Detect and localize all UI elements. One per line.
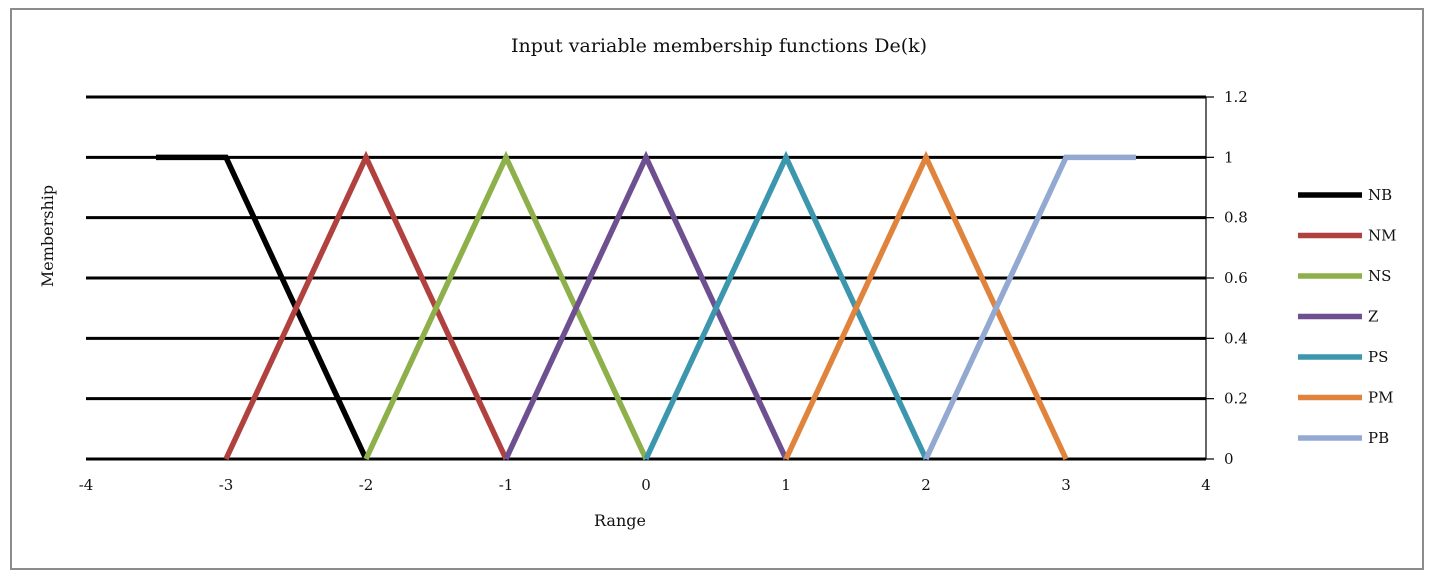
series-line-pb (923, 154, 1136, 461)
legend-label-pm: PM (1368, 389, 1393, 407)
gridlines (86, 95, 1214, 461)
legend: NB NM NS Z PS PM PB (1298, 186, 1396, 447)
y-tick-label: 1 (1224, 148, 1234, 166)
series-line-z (503, 150, 789, 461)
y-tick-label: 0.8 (1224, 209, 1248, 227)
x-tick-label: -2 (359, 476, 374, 494)
x-tick-label: -1 (499, 476, 514, 494)
legend-label-nm: NM (1368, 227, 1396, 245)
legend-label-ps: PS (1368, 348, 1388, 366)
y-tick-label: 0 (1224, 450, 1234, 468)
series-line-nm (223, 150, 509, 461)
x-tick-label: 0 (641, 476, 651, 494)
chart-frame (10, 8, 1424, 570)
x-tick-labels: -4 -3 -2 -1 0 1 2 3 4 (79, 476, 1211, 494)
series-line-ns (363, 150, 649, 461)
x-tick-label: 1 (781, 476, 791, 494)
chart-title: Input variable membership functions De(k… (511, 35, 927, 57)
x-tick-label: 2 (921, 476, 931, 494)
series-line-ps (643, 150, 929, 461)
x-tick-label: -3 (219, 476, 234, 494)
y-tick-label: 1.2 (1224, 88, 1248, 106)
x-tick-label: -4 (79, 476, 94, 494)
x-tick-label: 4 (1201, 476, 1211, 494)
series-lines (156, 150, 1136, 461)
legend-label-nb: NB (1368, 186, 1392, 204)
y-tick-labels: 0 0.2 0.4 0.6 0.8 1 1.2 (1224, 88, 1248, 468)
y-tick-label: 0.4 (1224, 329, 1248, 347)
series-line-pm (783, 150, 1069, 461)
legend-label-pb: PB (1368, 429, 1389, 447)
x-tick-label: 3 (1061, 476, 1071, 494)
y-tick-label: 0.2 (1224, 390, 1248, 408)
legend-label-z: Z (1368, 308, 1378, 326)
series-line-nb (156, 154, 369, 461)
y-axis-label: Membership (38, 185, 57, 287)
y-tick-label: 0.6 (1224, 269, 1248, 287)
legend-label-ns: NS (1368, 267, 1391, 285)
x-axis-label: Range (594, 511, 646, 530)
